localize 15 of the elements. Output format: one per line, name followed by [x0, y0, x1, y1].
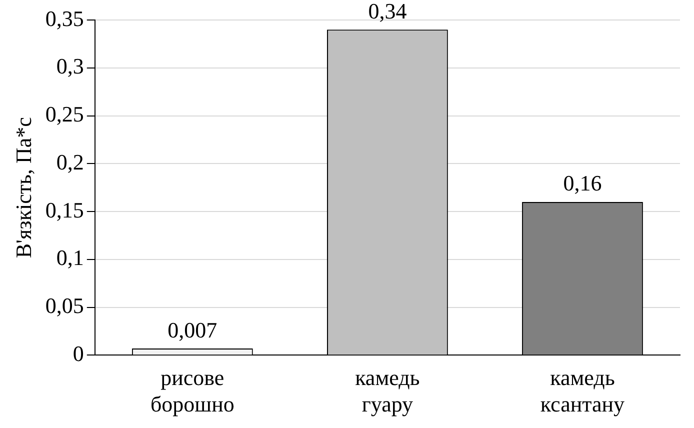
data-label: 0,007	[168, 317, 218, 342]
y-tick-label: 0,1	[56, 245, 84, 270]
y-tick-label: 0	[72, 340, 84, 366]
data-label: 0,16	[563, 170, 602, 196]
y-tick-label: 0,2	[56, 149, 84, 174]
y-tick-label: 0,35	[45, 6, 84, 31]
x-tick-label: камедь гуару	[355, 365, 420, 417]
y-tick-label: 0,25	[45, 102, 84, 127]
y-tick-label: 0,3	[56, 54, 84, 79]
data-label: 0,34	[368, 0, 407, 24]
x-tick-label: рисове борошно	[150, 365, 234, 417]
y-axis-title: В'язкість, Па*с	[10, 116, 36, 258]
x-tick-label: камедь ксантану	[540, 365, 625, 417]
y-tick-label: 0,05	[45, 293, 84, 318]
y-tick-label: 0,15	[45, 197, 84, 222]
